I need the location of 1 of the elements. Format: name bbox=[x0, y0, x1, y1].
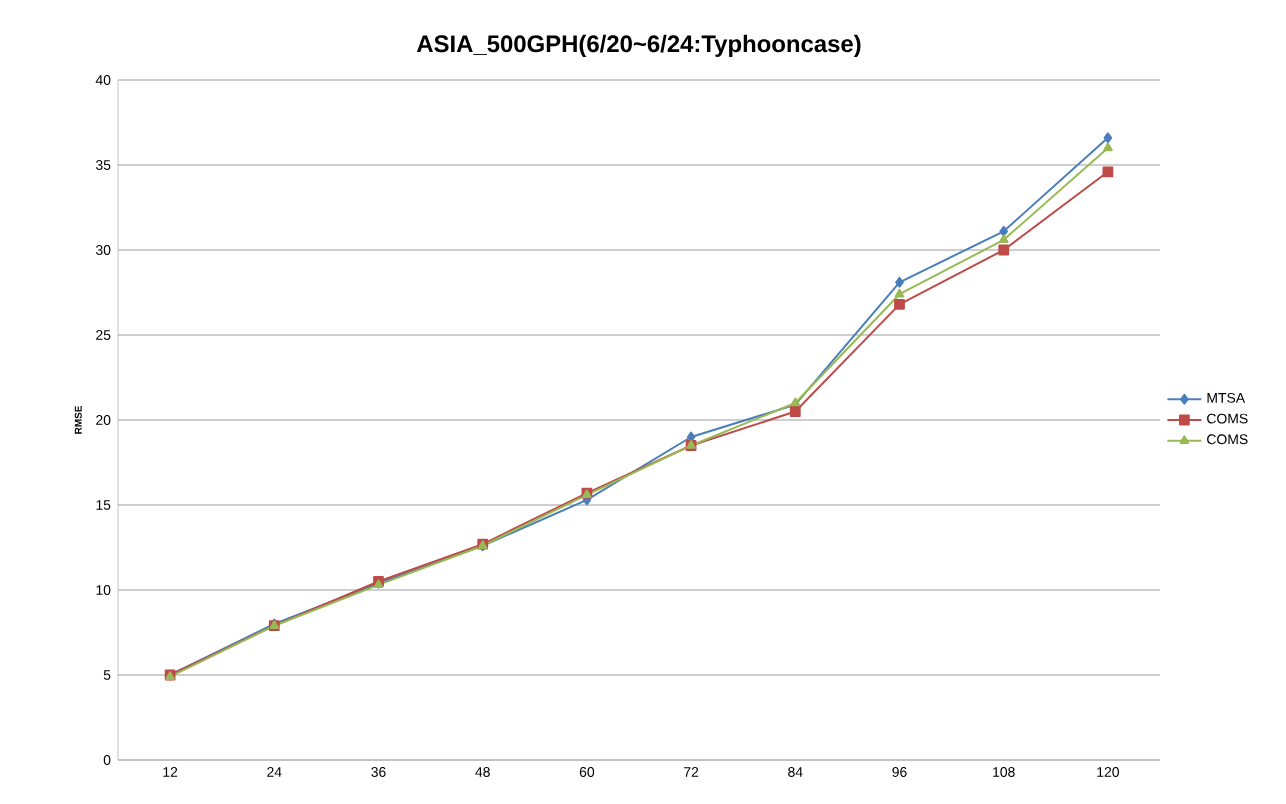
chart-title: ASIA_500GPH(6/20~6/24:Typhooncase) bbox=[416, 34, 861, 58]
